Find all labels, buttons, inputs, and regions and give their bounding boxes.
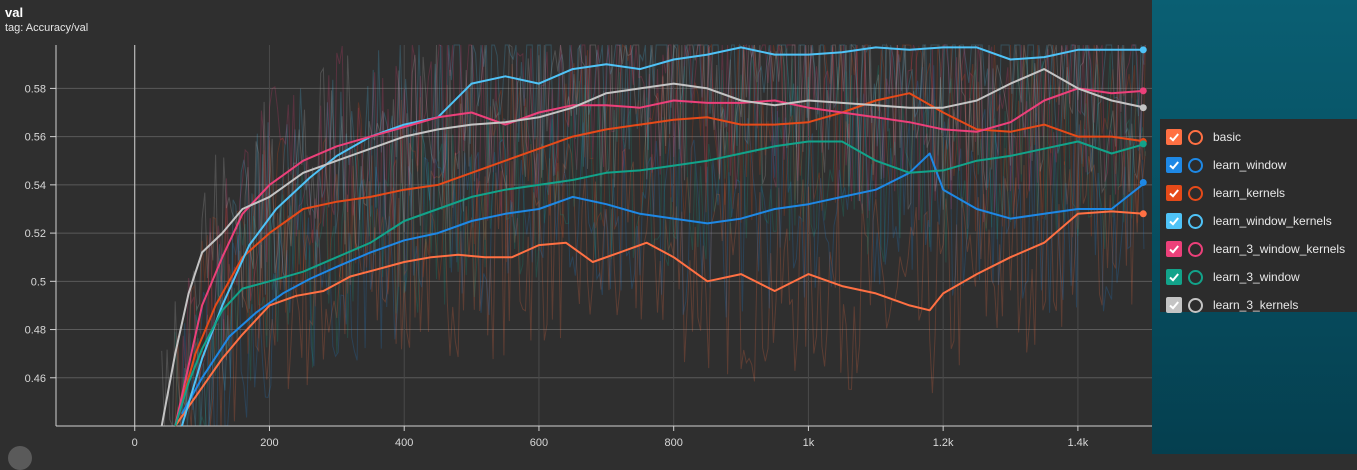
legend-label: learn_3_window xyxy=(1213,270,1300,284)
tick-layer: 0.46 0.48 0.5 0.52 0.54 0.56 0.58 0 200 400 600 800… xyxy=(25,83,1089,449)
series-end-point-learn_3_kernels xyxy=(1139,104,1147,112)
legend-item-learn_window_kernels[interactable]: learn_window_kernels xyxy=(1160,207,1357,235)
series-end-point-learn_window xyxy=(1139,178,1147,186)
raw-trace xyxy=(175,43,1146,427)
y-tick-label: 0.58 xyxy=(25,83,46,95)
plot-area[interactable]: 0.46 0.48 0.5 0.52 0.54 0.56 0.58 0 200 400 600 800… xyxy=(0,0,1152,454)
raw-data-layer xyxy=(161,43,1146,428)
legend-item-learn_kernels[interactable]: learn_kernels xyxy=(1160,179,1357,207)
series-layer xyxy=(160,46,1147,427)
x-tick-label: 1.2k xyxy=(933,437,954,449)
series-line-learn_3_window xyxy=(174,140,1146,427)
chart-panel: 0.46 0.48 0.5 0.52 0.54 0.56 0.58 0 200 400 600 800… xyxy=(0,0,1152,454)
raw-trace xyxy=(181,65,1145,427)
series-color-icon xyxy=(1188,241,1203,257)
checkbox-icon[interactable] xyxy=(1166,297,1182,313)
series-line-learn_3_kernels xyxy=(160,68,1146,427)
series-end-point-basic xyxy=(1139,210,1147,218)
x-tick-label: 200 xyxy=(260,437,278,449)
x-tick-label: 1k xyxy=(803,437,815,449)
x-tick-label: 400 xyxy=(395,437,413,449)
corner-button[interactable] xyxy=(8,446,32,470)
y-tick-label: 0.5 xyxy=(31,276,46,288)
legend: basic learn_window learn_kernels learn_wind… xyxy=(1160,119,1357,313)
legend-label: basic xyxy=(1213,130,1242,144)
legend-label: learn_3_kernels xyxy=(1213,298,1299,312)
axis-layer xyxy=(55,45,1152,427)
checkbox-icon[interactable] xyxy=(1166,241,1182,257)
series-color-icon xyxy=(1188,185,1203,201)
series-end-point-learn_window_kernels xyxy=(1139,46,1147,54)
legend-label: learn_window_kernels xyxy=(1213,214,1332,228)
series-line-learn_3_window_kernels xyxy=(174,87,1146,427)
y-tick-label: 0.56 xyxy=(25,132,46,144)
checkbox-icon[interactable] xyxy=(1166,213,1182,229)
raw-trace xyxy=(174,120,1146,427)
legend-item-basic[interactable]: basic xyxy=(1160,123,1357,151)
x-tick-label: 800 xyxy=(665,437,683,449)
y-tick-label: 0.48 xyxy=(25,325,46,337)
checkbox-icon[interactable] xyxy=(1166,129,1182,145)
grid-layer xyxy=(56,45,1152,426)
checkbox-icon[interactable] xyxy=(1166,157,1182,173)
y-tick-label: 0.52 xyxy=(25,228,46,240)
legend-item-learn_3_kernels[interactable]: learn_3_kernels xyxy=(1160,291,1357,319)
series-line-learn_kernels xyxy=(174,92,1146,427)
y-tick-label: 0.54 xyxy=(25,180,46,192)
series-line-learn_window_kernels xyxy=(180,46,1146,427)
x-tick-label: 1.4k xyxy=(1067,437,1088,449)
legend-item-learn_window[interactable]: learn_window xyxy=(1160,151,1357,179)
x-tick-label: 600 xyxy=(530,437,548,449)
x-tick-label: 0 xyxy=(132,437,138,449)
legend-label: learn_kernels xyxy=(1213,186,1286,200)
raw-trace xyxy=(181,43,1145,427)
series-line-learn_window xyxy=(181,152,1146,415)
series-color-icon xyxy=(1188,129,1203,145)
legend-item-learn_3_window_kernels[interactable]: learn_3_window_kernels xyxy=(1160,235,1357,263)
chart-title: val xyxy=(5,5,24,20)
series-color-icon xyxy=(1188,213,1203,229)
chart-subtitle: tag: Accuracy/val xyxy=(5,22,89,34)
checkbox-icon[interactable] xyxy=(1166,269,1182,285)
legend-item-learn_3_window[interactable]: learn_3_window xyxy=(1160,263,1357,291)
raw-trace xyxy=(161,43,1146,427)
legend-label: learn_3_window_kernels xyxy=(1213,242,1346,256)
y-tick-label: 0.46 xyxy=(25,373,46,385)
legend-label: learn_window xyxy=(1213,158,1287,172)
series-color-icon xyxy=(1188,157,1203,173)
series-end-point-learn_3_window xyxy=(1139,140,1147,148)
series-color-icon xyxy=(1188,297,1203,313)
series-color-icon xyxy=(1188,269,1203,285)
series-line-basic xyxy=(174,210,1146,427)
series-end-point-learn_3_window_kernels xyxy=(1139,87,1147,95)
checkbox-icon[interactable] xyxy=(1166,185,1182,201)
